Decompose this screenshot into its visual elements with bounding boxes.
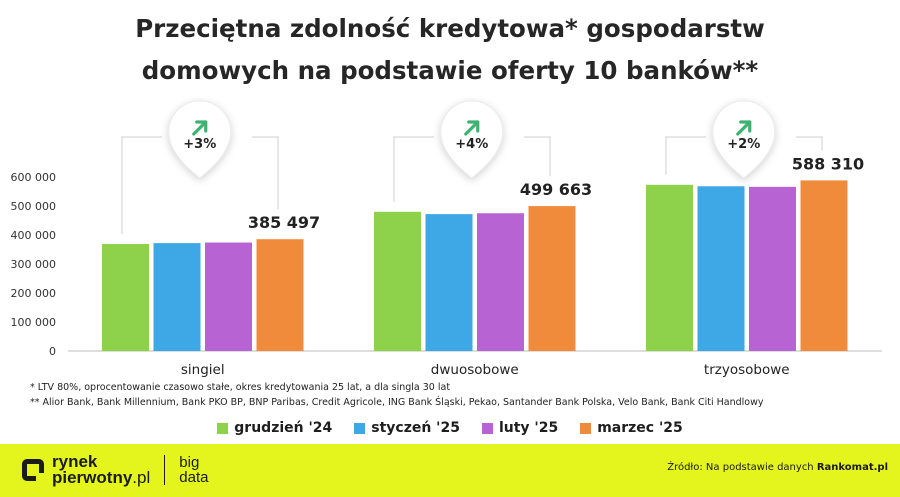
footnotes: * LTV 80%, oprocentowanie czasowo stałe,… (30, 380, 764, 410)
legend-item: luty '25 (481, 420, 559, 436)
legend-swatch (217, 422, 229, 434)
change-badge (440, 100, 504, 179)
bar (477, 213, 524, 351)
chart-title: Przeciętna zdolność kredytowa* gospodars… (0, 8, 900, 92)
legend-swatch (580, 422, 592, 434)
bar-chart: 0 100 000 200 000 300 000 400 000 500 000 600 … (11, 100, 882, 378)
bracket-right (524, 136, 551, 177)
logo-text: rynek pierwotny.pl (52, 452, 151, 487)
bar (425, 214, 473, 351)
bar (256, 239, 304, 351)
legend: grudzień '24 styczeń '25 luty '25 marzec… (0, 420, 900, 436)
change-badge (168, 100, 232, 179)
bracket-left (393, 136, 434, 202)
arrow-up-right-icon (736, 120, 752, 136)
bar (646, 184, 693, 351)
bracket-left (665, 136, 706, 175)
title-line-1: Przeciętna zdolność kredytowa* gospodars… (135, 14, 765, 43)
title-line-2: domowych na podstawie oferty 10 banków** (141, 56, 759, 85)
legend-swatch (481, 422, 493, 434)
footnote-1: * LTV 80%, oprocentowanie czasowo stałe,… (30, 382, 451, 393)
legend-label: styczeń '25 (371, 420, 460, 436)
bigdata-line-1: big (179, 454, 200, 471)
bar (697, 186, 745, 351)
logo-divider (164, 455, 166, 485)
logo-line-1: rynek (52, 452, 98, 471)
bar (800, 180, 848, 351)
y-tick-label: 200 000 (11, 287, 57, 300)
legend-item: marzec '25 (580, 420, 683, 436)
x-tick-label: singiel (181, 362, 225, 378)
change-badge (712, 100, 776, 179)
x-tick-label: trzyosobowe (704, 362, 790, 378)
bigdata-line-2: data (179, 469, 209, 486)
source-note: Źródło: Na podstawie danych Rankomat.pl (667, 462, 888, 473)
change-label: +2% (727, 137, 760, 152)
logo-line-2: pierwotny.pl (52, 468, 151, 487)
logo-mark-icon (22, 459, 45, 482)
legend-label: grudzień '24 (234, 420, 333, 436)
legend-item: grudzień '24 (217, 420, 332, 436)
legend-item: styczeń '25 (354, 420, 460, 436)
y-tick-label: 0 (49, 345, 56, 358)
bigdata-logo: big data (179, 455, 208, 485)
data-label: 499 663 (520, 180, 592, 199)
arrow-up-right-icon (192, 120, 208, 136)
legend-label: luty '25 (498, 420, 559, 436)
source-name: Rankomat.pl (816, 462, 888, 473)
bar (102, 243, 149, 351)
source-prefix: Źródło: Na podstawie danych (667, 462, 814, 473)
footnote-2: ** Alior Bank, Bank Millennium, Bank PKO… (30, 397, 764, 408)
bracket-right (252, 136, 279, 210)
y-tick-label: 400 000 (11, 229, 57, 242)
rynekpierwotny-logo: rynek pierwotny.pl big data (22, 452, 208, 487)
arrow-up-right-icon (464, 120, 480, 136)
change-label: +3% (183, 137, 216, 152)
x-tick-label: dwuosobowe (431, 362, 519, 378)
legend-label: marzec '25 (597, 420, 683, 436)
bracket-left (121, 136, 162, 234)
bar (528, 206, 576, 351)
data-label: 588 310 (792, 154, 864, 173)
y-tick-label: 100 000 (11, 316, 57, 329)
y-tick-label: 600 000 (11, 171, 57, 184)
bar (205, 242, 252, 351)
footer-bar: rynek pierwotny.pl big data Źródło: Na p… (0, 444, 900, 497)
data-label: 385 497 (248, 213, 320, 232)
bar (153, 243, 201, 351)
change-label: +4% (455, 137, 488, 152)
bar (749, 186, 796, 351)
bar (374, 211, 421, 351)
y-tick-label: 500 000 (11, 200, 57, 213)
bracket-right (796, 136, 823, 151)
legend-swatch (354, 422, 366, 434)
y-tick-label: 300 000 (11, 258, 57, 271)
